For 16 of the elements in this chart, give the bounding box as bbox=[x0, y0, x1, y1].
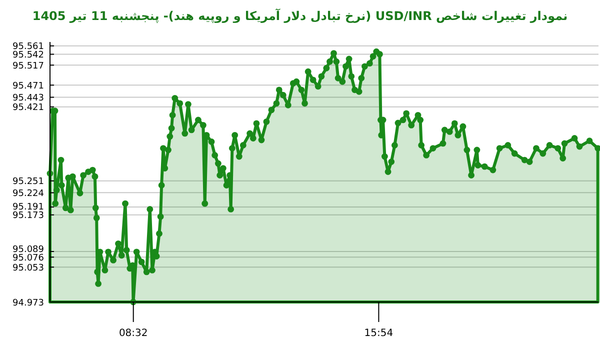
y-tick-label: 95.542 bbox=[12, 50, 44, 60]
y-tick-label: 95.443 bbox=[12, 94, 44, 104]
y-tick-label: 95.076 bbox=[12, 253, 44, 264]
y-tick-label: 95.471 bbox=[12, 81, 44, 92]
x-tick-label: 15:54 bbox=[364, 328, 394, 339]
chart-title: نمودار تغییرات شاخص USD/INR (نرخ تبادل دلار آمریکا و روپیه هند)- پنجشنبه 11 تیر 1405 bbox=[32, 8, 568, 23]
x-tick-label: 08:32 bbox=[118, 328, 148, 339]
y-tick-label: 95.224 bbox=[12, 188, 44, 199]
y-tick-label: 95.421 bbox=[12, 103, 44, 114]
y-tick-label: 95.517 bbox=[12, 61, 44, 72]
y-tick-label: 95.053 bbox=[12, 263, 44, 274]
y-tick-label: 95.251 bbox=[12, 177, 44, 188]
y-tick-label: 95.173 bbox=[12, 211, 44, 222]
y-tick-label: 95.089 bbox=[12, 244, 44, 255]
y-tick-label: 95.561 bbox=[12, 42, 44, 52]
y-tick-label: 94.973 bbox=[12, 298, 44, 308]
